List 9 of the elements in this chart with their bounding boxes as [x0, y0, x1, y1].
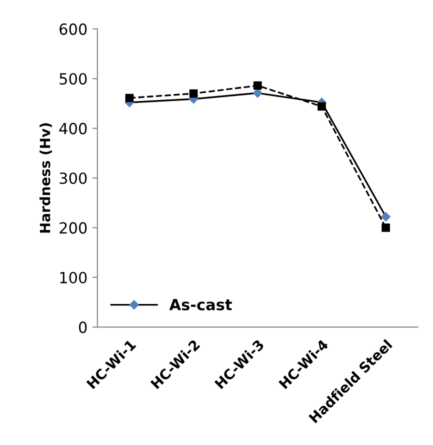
- y-axis-title: Hardness (Hv): [40, 123, 52, 233]
- y-tick-label: 100: [60, 272, 87, 284]
- y-tick-label: 200: [60, 222, 87, 234]
- y-tick-label: 600: [60, 23, 87, 35]
- y-tick-label: 400: [59, 122, 87, 134]
- legend-label: As-cast: [169, 299, 232, 310]
- y-tick-label: 300: [60, 172, 87, 184]
- y-tick-label: 0: [78, 322, 87, 334]
- y-tick-label: 500: [60, 73, 87, 85]
